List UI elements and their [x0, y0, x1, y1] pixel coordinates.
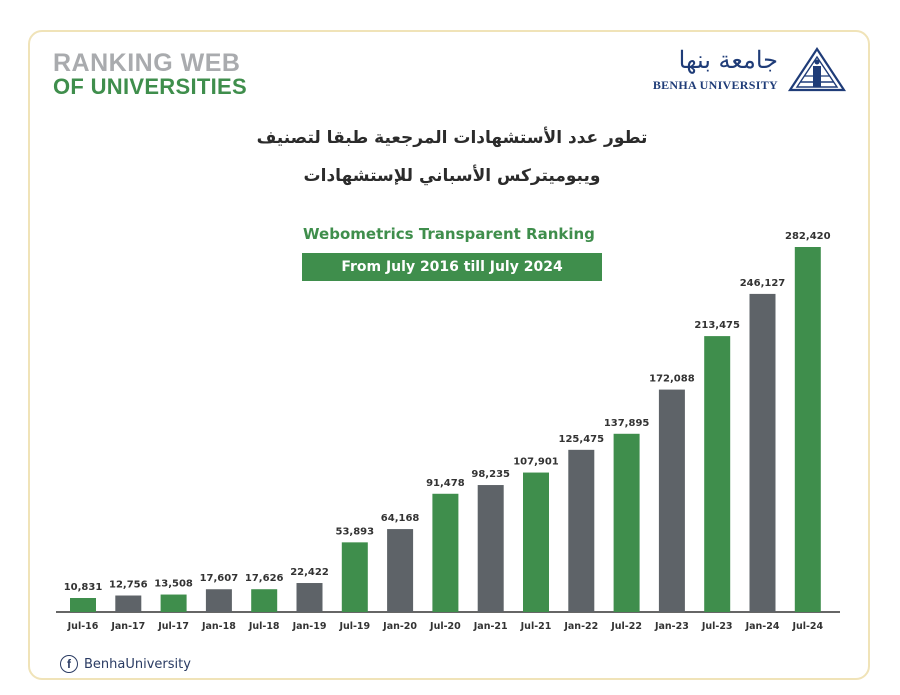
data-label: 12,756 [109, 580, 148, 591]
bar-jan-20 [387, 529, 414, 612]
bar-jan-23 [658, 389, 685, 612]
bar-jan-18 [205, 589, 232, 612]
bar-jul-22 [613, 433, 640, 612]
chart-title: Webometrics Transparent Ranking [303, 225, 595, 243]
data-label: 137,895 [604, 418, 650, 429]
x-tick-label: Jul-20 [429, 621, 461, 632]
data-label: 64,168 [381, 513, 420, 524]
data-label: 22,422 [290, 567, 329, 578]
x-tick-label: Jan-17 [110, 621, 145, 632]
data-label: 246,127 [740, 278, 786, 289]
bar-jul-23 [704, 336, 731, 612]
x-tick-label: Jan-24 [745, 621, 780, 632]
bar-jan-17 [115, 595, 142, 612]
bar-jul-24 [794, 247, 821, 612]
x-tick-label: Jul-17 [157, 621, 189, 632]
data-label: 53,893 [336, 526, 375, 537]
x-tick-label: Jan-20 [382, 621, 417, 632]
x-tick-label: Jan-19 [292, 621, 327, 632]
bar-jan-21 [477, 485, 504, 612]
facebook-icon: f [60, 655, 78, 673]
university-name-english: BENHA UNIVERSITY [652, 78, 778, 92]
university-name-arabic: جامعة بنها [678, 46, 778, 74]
bar-jan-19 [296, 583, 323, 612]
data-label: 107,901 [513, 457, 559, 468]
x-tick-label: Jul-21 [520, 621, 552, 632]
bar-jul-19 [341, 542, 368, 612]
data-label: 17,626 [245, 573, 284, 584]
bar-jul-21 [523, 472, 549, 612]
university-emblem-icon [787, 46, 847, 92]
x-tick-label: Jan-23 [654, 621, 689, 632]
x-tick-label: Jan-18 [201, 621, 236, 632]
x-tick-label: Jan-21 [473, 621, 508, 632]
page-title-line2: ويبوميتركس الأسباني للإستشهادات [303, 166, 601, 186]
page-title-line1: تطور عدد الأستشهادات المرجعية طبقا لتصني… [256, 128, 648, 148]
bar-jul-16 [70, 598, 96, 612]
x-tick-label: Jul-16 [67, 621, 99, 632]
data-label: 213,475 [694, 320, 740, 331]
chart-subtitle: From July 2016 till July 2024 [302, 253, 602, 281]
bar-jan-24 [749, 293, 776, 612]
data-label: 98,235 [471, 469, 510, 480]
x-tick-label: Jul-23 [701, 621, 733, 632]
bar-jul-17 [160, 594, 187, 612]
data-label: 125,475 [559, 434, 605, 445]
x-tick-label: Jul-24 [791, 621, 823, 632]
bar-jul-18 [251, 589, 278, 612]
ranking-web-logo-line1: RANKING WEB [53, 49, 241, 77]
data-label: 13,508 [154, 579, 193, 590]
data-label: 282,420 [785, 231, 831, 242]
x-tick-label: Jul-22 [610, 621, 642, 632]
facebook-link[interactable]: f BenhaUniversity [60, 655, 191, 673]
ranking-web-logo: RANKING WEB OF UNIVERSITIES [53, 50, 247, 98]
x-tick-label: Jan-22 [563, 621, 598, 632]
data-label: 10,831 [64, 582, 103, 593]
ranking-web-logo-line2: OF UNIVERSITIES [53, 74, 247, 99]
bar-jul-20 [432, 493, 459, 612]
x-tick-label: Jul-18 [248, 621, 280, 632]
facebook-handle: BenhaUniversity [84, 656, 191, 672]
data-label: 17,607 [200, 573, 239, 584]
x-tick-label: Jul-19 [338, 621, 370, 632]
bar-jan-22 [568, 449, 595, 612]
data-label: 172,088 [649, 374, 695, 385]
data-label: 91,478 [426, 478, 465, 489]
benha-university-logo: جامعة بنها BENHA UNIVERSITY [648, 46, 848, 98]
